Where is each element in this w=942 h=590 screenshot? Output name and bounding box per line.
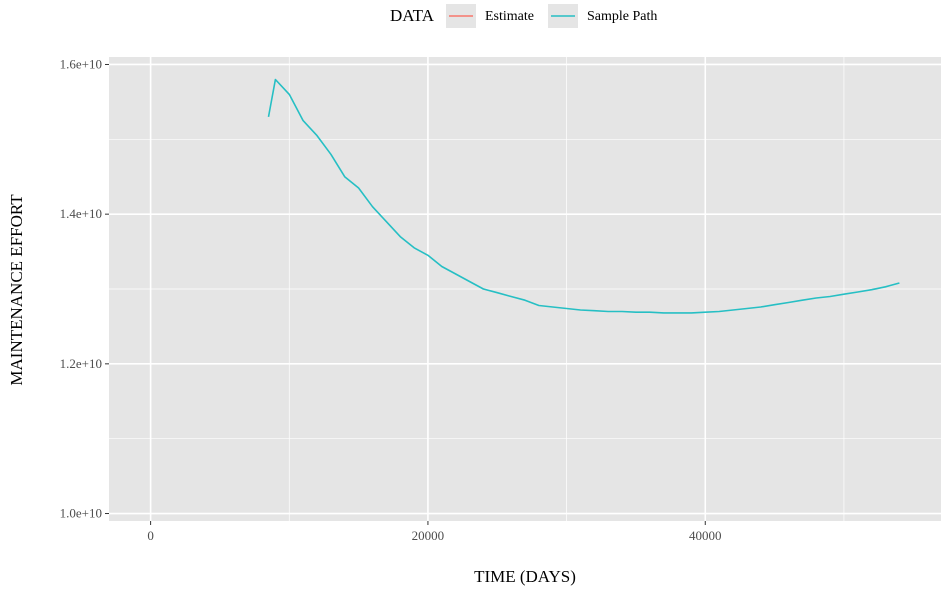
series-layer	[267, 78, 900, 314]
legend-title: DATA	[390, 6, 435, 25]
grid-minor	[109, 57, 941, 521]
x-tick-label: 40000	[689, 528, 722, 543]
y-tick-label: 1.0e+10	[60, 506, 102, 521]
y-axis-title: MAINTENANCE EFFORT	[7, 194, 26, 386]
y-tick-label: 1.4e+10	[60, 206, 102, 221]
x-tick-label: 0	[147, 528, 154, 543]
grid-major	[109, 57, 941, 521]
series-line-sample-path	[267, 78, 900, 314]
legend: DATA Estimate Sample Path	[390, 4, 657, 28]
x-tick-label: 20000	[412, 528, 445, 543]
legend-label-estimate: Estimate	[485, 9, 534, 24]
y-tick-label: 1.2e+10	[60, 356, 102, 371]
y-axis: 1.0e+10 1.2e+10 1.4e+10 1.6e+10	[60, 56, 109, 521]
legend-label-sample-path: Sample Path	[587, 9, 657, 24]
x-axis-title: TIME (DAYS)	[474, 567, 576, 586]
x-axis: 0 20000 40000	[147, 521, 722, 543]
y-tick-label: 1.6e+10	[60, 56, 102, 71]
